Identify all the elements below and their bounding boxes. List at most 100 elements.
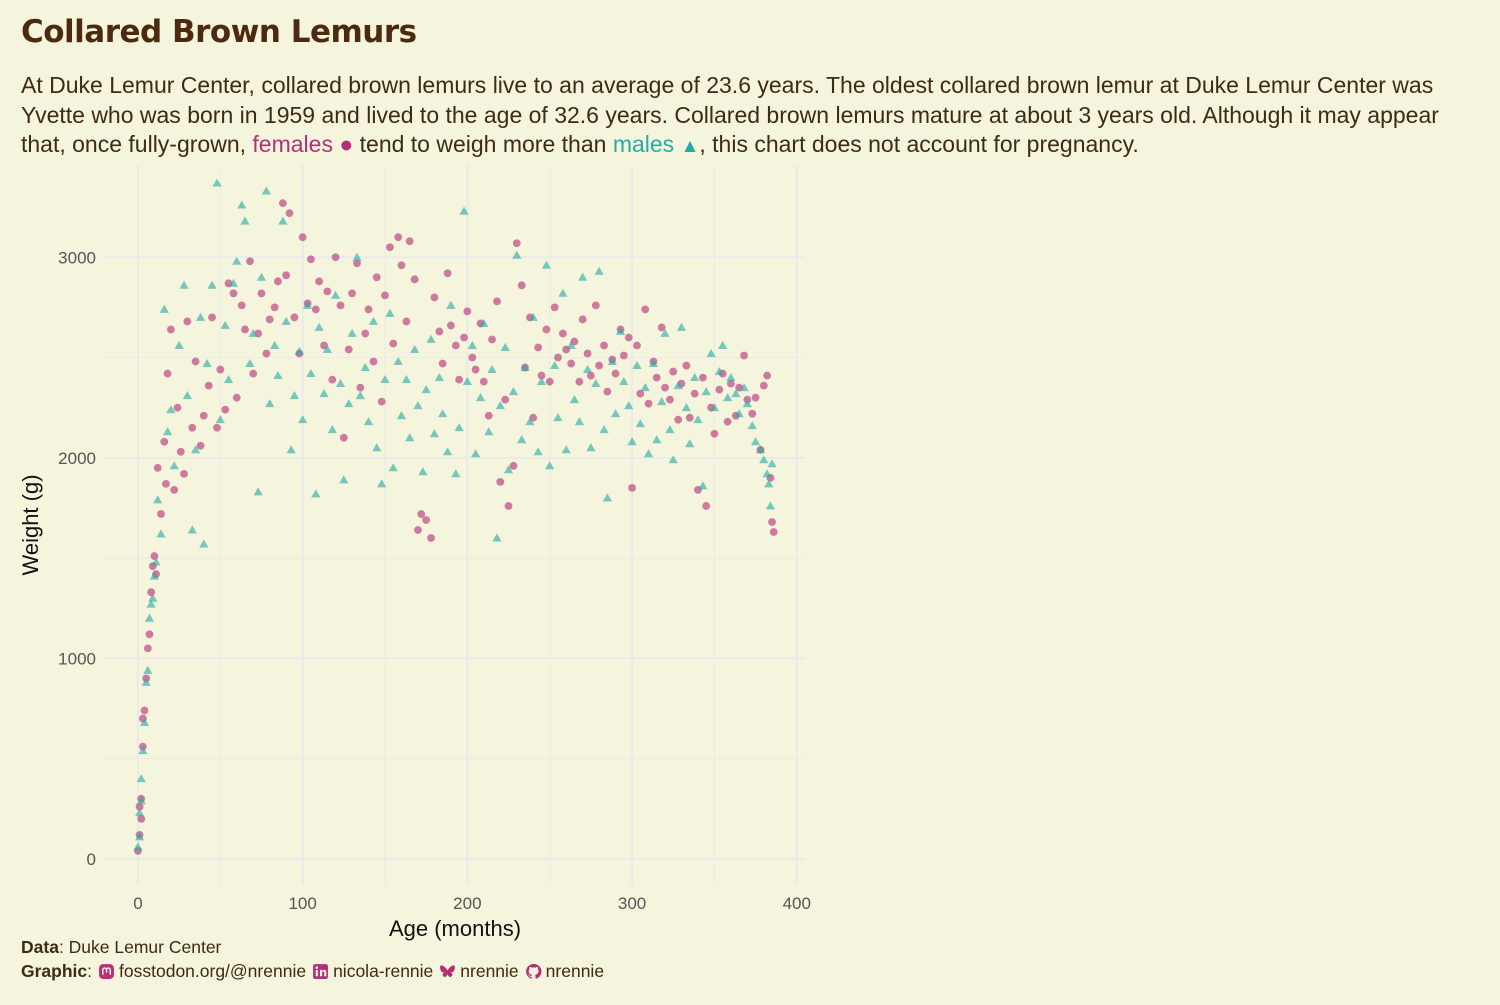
female-point (397, 261, 406, 270)
male-point (215, 415, 225, 424)
male-point (281, 316, 291, 325)
female-point (768, 518, 776, 526)
male-point (220, 320, 230, 329)
mastodon-handle[interactable]: fosstodon.org/@nrennie (119, 961, 307, 981)
male-point (388, 463, 398, 472)
female-point (488, 335, 496, 344)
female-point (641, 305, 650, 314)
female-circle-icon: ● (339, 131, 354, 157)
female-point (674, 415, 683, 424)
female-point (446, 321, 455, 330)
male-point (673, 381, 683, 390)
female-point (666, 395, 674, 404)
male-point (149, 571, 160, 580)
male-point (492, 533, 502, 542)
male-point (174, 340, 184, 349)
female-point (241, 325, 249, 334)
female-point (216, 365, 225, 374)
female-point (381, 291, 389, 300)
bluesky-butterfly-icon (440, 965, 456, 978)
female-point (386, 243, 394, 252)
male-point (207, 280, 217, 289)
male-point (759, 455, 769, 464)
female-point (748, 409, 757, 418)
male-point (265, 399, 275, 408)
female-point (451, 341, 460, 350)
female-point (274, 277, 282, 286)
male-point (685, 439, 695, 448)
male-point (706, 348, 716, 357)
bluesky-handle[interactable]: nrennie (460, 961, 519, 981)
male-point (202, 358, 212, 368)
github-handle[interactable]: nrennie (545, 961, 605, 981)
male-point (698, 481, 708, 490)
male-point (156, 529, 166, 538)
female-point (509, 461, 518, 470)
male-point (434, 372, 444, 382)
female-point (183, 317, 192, 326)
male-point (764, 479, 774, 488)
male-point (442, 447, 453, 456)
female-point (160, 437, 169, 446)
data-label: Data (21, 937, 59, 957)
female-point (430, 293, 439, 302)
x-tick-label: 200 (453, 894, 481, 913)
female-point (517, 281, 526, 290)
female-point (336, 301, 345, 310)
female-point (661, 383, 669, 392)
subtitle-text-3: , this chart does not account for pregna… (699, 131, 1139, 157)
male-point (139, 717, 150, 726)
male-point (566, 340, 576, 349)
female-point (377, 397, 386, 406)
female-point (455, 375, 464, 384)
male-point (500, 342, 510, 351)
x-axis-title: Age (months) (389, 916, 521, 941)
female-point (262, 349, 271, 358)
graphic-label: Graphic (21, 961, 88, 981)
male-point (363, 417, 374, 426)
male-point (166, 405, 176, 414)
female-point (769, 528, 778, 536)
female-point (422, 516, 431, 524)
male-point (676, 322, 687, 331)
female-point (323, 287, 332, 296)
male-point (467, 340, 477, 349)
females-legend-word: females (252, 131, 333, 157)
male-point (289, 391, 300, 400)
female-point (595, 361, 604, 370)
female-point (162, 479, 170, 488)
male-point (446, 300, 456, 309)
female-point (204, 381, 213, 390)
github-icon (525, 963, 542, 979)
male-point (693, 415, 703, 424)
male-point (508, 387, 519, 396)
male-point (298, 415, 308, 424)
subtitle-text-1: At Duke Lemur Center, collared brown lem… (21, 72, 1439, 157)
male-point (602, 493, 612, 502)
male-point (701, 387, 711, 396)
male-point (438, 409, 448, 418)
female-point (339, 433, 348, 442)
male-point (418, 467, 428, 476)
male-point (569, 395, 580, 404)
male-point (187, 525, 197, 534)
male-point (459, 206, 469, 215)
linkedin-handle[interactable]: nicola-rennie (333, 961, 434, 981)
male-point (731, 389, 741, 398)
female-point (145, 630, 154, 639)
male-point (462, 377, 472, 386)
female-point (723, 417, 732, 426)
female-point (364, 305, 373, 314)
male-point (159, 304, 169, 313)
male-point (377, 479, 387, 488)
female-point (484, 411, 493, 420)
female-point (603, 387, 612, 396)
female-point (166, 325, 175, 334)
male-point (479, 318, 489, 327)
female-point (633, 341, 641, 350)
male-point (311, 489, 321, 498)
female-point (759, 381, 768, 390)
female-point (191, 357, 200, 366)
female-point (427, 534, 436, 542)
female-point (348, 289, 356, 298)
